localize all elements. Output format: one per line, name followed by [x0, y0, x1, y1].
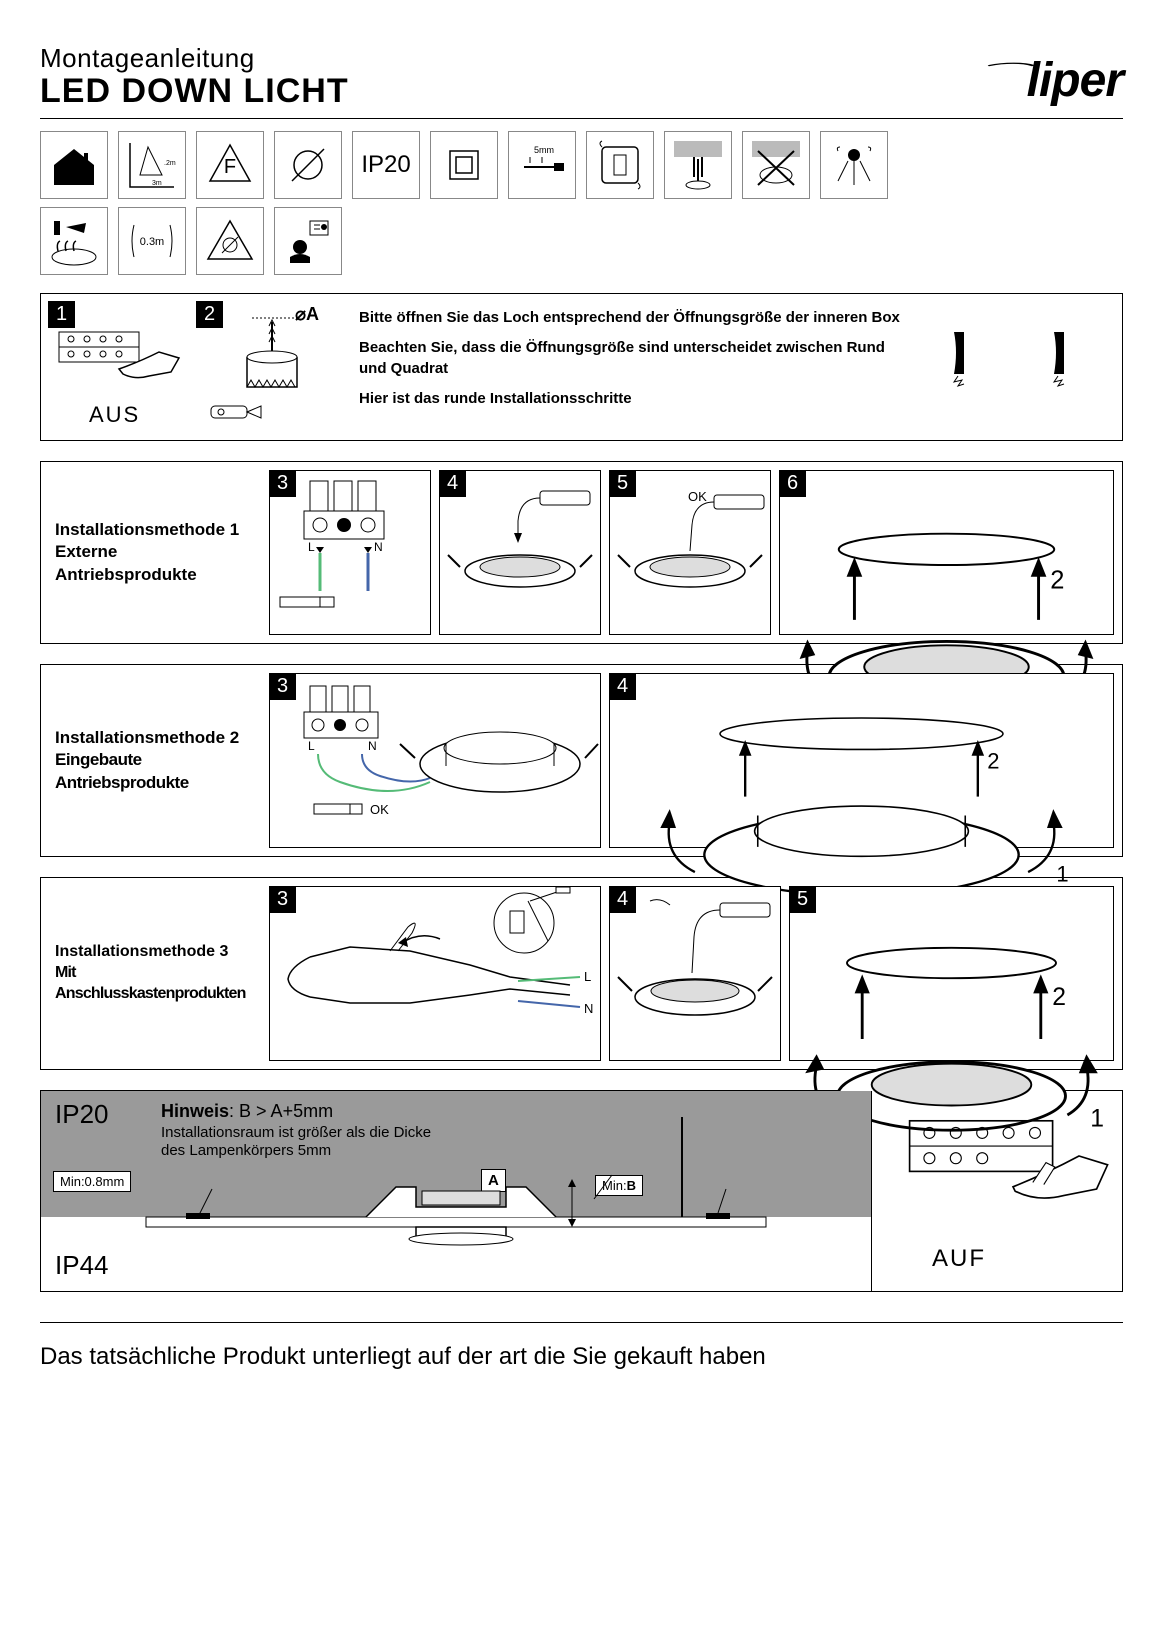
svg-text:L: L [584, 969, 591, 984]
symbol-cable-icon: 5mm [508, 131, 576, 199]
symbol-drill-icon [664, 131, 732, 199]
svg-text:N: N [368, 739, 377, 753]
method-3-step-3: 3 L N [269, 886, 601, 1061]
method-2-label: Installationsmethode 2 Eingebaute Antrie… [49, 673, 261, 848]
symbol-row-2: 0.3m [40, 207, 1123, 275]
clearance-section: IP20 Hinweis: B > A+5mm Installationsrau… [40, 1090, 1123, 1292]
method-2-step-4: 4 1 2 [609, 673, 1114, 848]
symbol-distance-03m-icon: 0.3m [118, 207, 186, 275]
svg-text:OK: OK [370, 802, 389, 817]
method-3-section: Installationsmethode 3 Mit Anschlusskast… [40, 877, 1123, 1070]
symbol-class2-icon [430, 131, 498, 199]
svg-text:N: N [584, 1001, 593, 1016]
symbol-no-cover-icon [742, 131, 810, 199]
symbol-f-class-icon: F [196, 131, 264, 199]
symbol-spray-icon [820, 131, 888, 199]
intro-line-3: Hier ist das runde Installationsschritte [359, 389, 902, 409]
subtitle: Montageanleitung [40, 44, 349, 73]
svg-text:.2m: .2m [164, 160, 176, 167]
svg-text:F: F [224, 156, 236, 178]
method-1-step-5: 5 OK [609, 470, 771, 635]
main-title: LED DOWN LICHT [40, 73, 349, 110]
symbol-hot-icon [40, 207, 108, 275]
symbol-row-1: .2m 3m F IP20 5mm [40, 131, 1123, 199]
method-2-step-3: 3 L N OK [269, 673, 601, 848]
symbol-indoor-icon [40, 131, 108, 199]
symbol-switch-icon [586, 131, 654, 199]
method-2-section: Installationsmethode 2 Eingebaute Antrie… [40, 664, 1123, 857]
header: Montageanleitung LED DOWN LICHT ⌒liper [40, 40, 1123, 119]
method-1-step-3: 3 L N [269, 470, 431, 635]
method-1-step-4: 4 [439, 470, 601, 635]
auf-label: AUF [932, 1245, 986, 1273]
symbol-ip20-icon: IP20 [352, 131, 420, 199]
ip44-label: IP44 [55, 1250, 109, 1281]
method-1-label: Installationsmethode 1 Externe Antriebsp… [49, 470, 261, 635]
footer-text: Das tatsächliche Produkt unterliegt auf … [40, 1335, 1123, 1371]
svg-text:0.3m: 0.3m [140, 236, 164, 248]
svg-text:L: L [308, 739, 315, 753]
step-1-panel: 1 AUS [49, 302, 189, 432]
svg-text:3m: 3m [152, 180, 162, 187]
symbol-distance-icon: .2m 3m [118, 131, 186, 199]
intro-section: 1 AUS 2 ⌀A [40, 293, 1123, 441]
symbol-grid: .2m 3m F IP20 5mm 0.3m [40, 131, 1123, 275]
intro-line-1: Bitte öffnen Sie das Loch entsprechend d… [359, 308, 902, 328]
step-2-panel: 2 ⌀A [197, 302, 347, 432]
svg-text:5mm: 5mm [534, 145, 554, 155]
method-1-section: Installationsmethode 1 Externe Antriebsp… [40, 461, 1123, 644]
svg-text:1: 1 [1056, 861, 1068, 886]
method-3-step-4: 4 [609, 886, 781, 1061]
symbol-electrician-icon [274, 207, 342, 275]
intro-line-2: Beachten Sie, dass die Öffnungsgröße sin… [359, 338, 902, 379]
spring-clips-icon [914, 302, 1114, 432]
svg-text:L: L [308, 540, 315, 554]
ok-label: OK [688, 489, 707, 504]
method-3-step-5: 5 1 2 [789, 886, 1114, 1061]
logo: ⌒liper [980, 40, 1123, 110]
method-1-step-6: 6 1 2 [779, 470, 1114, 635]
svg-text:2: 2 [987, 748, 999, 773]
auf-panel: AUF [882, 1091, 1122, 1291]
intro-text: Bitte öffnen Sie das Loch entsprechend d… [355, 302, 906, 432]
method-3-label: Installationsmethode 3 Mit Anschlusskast… [49, 886, 261, 1061]
svg-text:N: N [374, 540, 383, 554]
symbol-no-bulb-icon [274, 131, 342, 199]
svg-text:2: 2 [1052, 984, 1066, 1011]
symbol-warning-icon [196, 207, 264, 275]
svg-text:2: 2 [1050, 567, 1064, 595]
aus-label: AUS [89, 402, 140, 428]
title-block: Montageanleitung LED DOWN LICHT [40, 44, 349, 110]
